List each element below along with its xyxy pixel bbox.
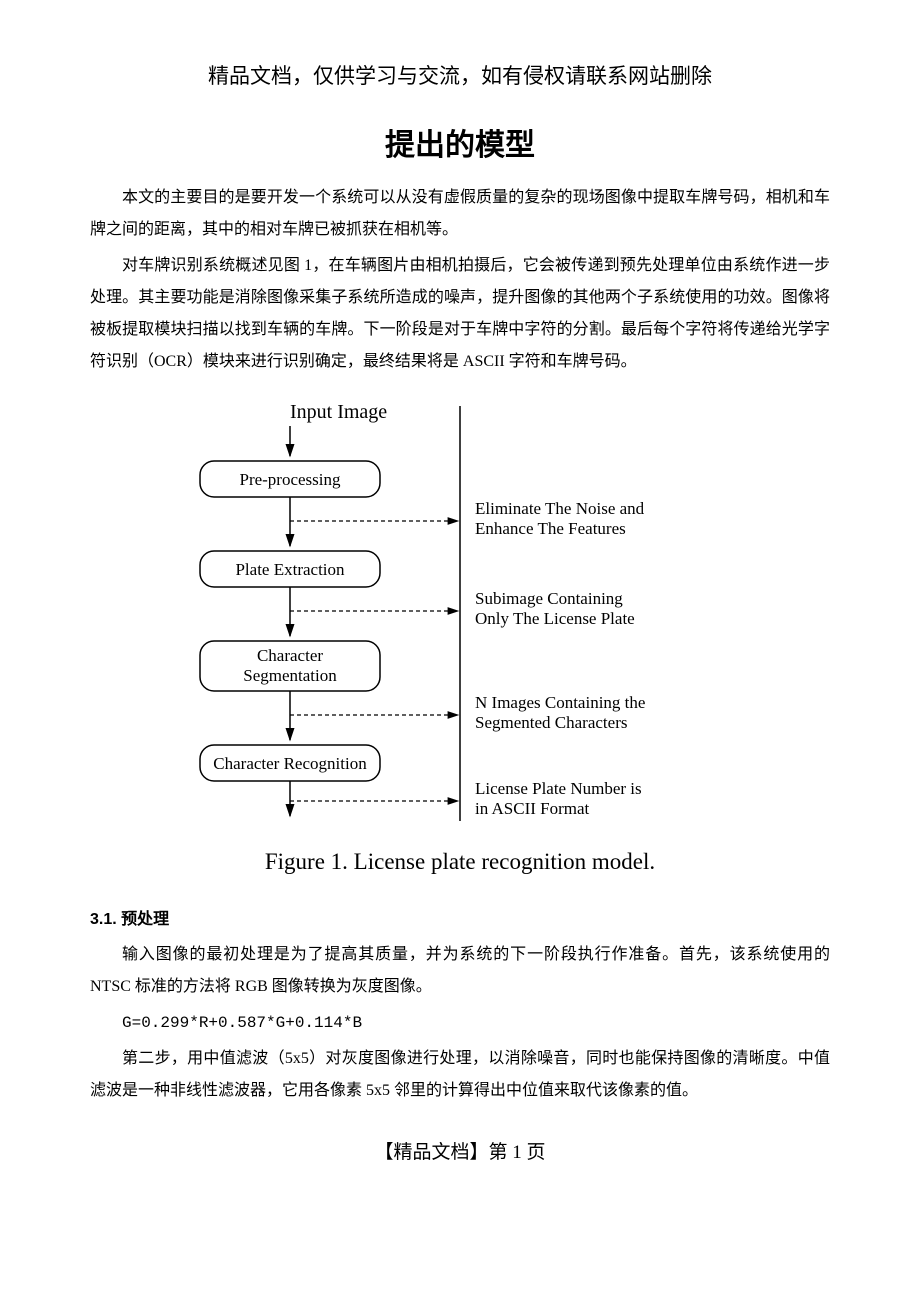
out-3-line1: N Images Containing the bbox=[475, 693, 645, 712]
formula-ntsc: G=0.299*R+0.587*G+0.114*B bbox=[90, 1007, 830, 1039]
box-3-label-l1: Character bbox=[257, 646, 323, 665]
out-4-line2: in ASCII Format bbox=[475, 799, 590, 818]
out-3-line2: Segmented Characters bbox=[475, 713, 627, 732]
out-2-line1: Subimage Containing bbox=[475, 589, 623, 608]
out-4-line1: License Plate Number is bbox=[475, 779, 642, 798]
box-3-label-l2: Segmentation bbox=[243, 666, 337, 685]
section-3-1-p2: 第二步，用中值滤波（5x5）对灰度图像进行处理，以消除噪音，同时也能保持图像的清… bbox=[90, 1043, 830, 1107]
figure-1: Input Image Pre-processing Eliminate The… bbox=[90, 396, 830, 831]
box-4-label: Character Recognition bbox=[213, 754, 367, 773]
paragraph-1: 本文的主要目的是要开发一个系统可以从没有虚假质量的复杂的现场图像中提取车牌号码，… bbox=[90, 182, 830, 246]
section-3-1-p1: 输入图像的最初处理是为了提高其质量，并为系统的下一阶段执行作准备。首先，该系统使… bbox=[90, 939, 830, 1003]
out-1-line1: Eliminate The Noise and bbox=[475, 499, 645, 518]
box-2-label: Plate Extraction bbox=[235, 560, 345, 579]
out-1-line2: Enhance The Features bbox=[475, 519, 626, 538]
figure-caption: Figure 1. License plate recognition mode… bbox=[90, 849, 830, 875]
header-note: 精品文档，仅供学习与交流，如有侵权请联系网站删除 bbox=[90, 60, 830, 90]
input-label: Input Image bbox=[290, 401, 387, 423]
paragraph-2: 对车牌识别系统概述见图 1，在车辆图片由相机拍摄后，它会被传递到预先处理单位由系… bbox=[90, 250, 830, 378]
out-2-line2: Only The License Plate bbox=[475, 609, 635, 628]
flowchart-svg: Input Image Pre-processing Eliminate The… bbox=[160, 396, 760, 826]
page-footer: 【精品文档】第 1 页 bbox=[90, 1137, 830, 1164]
main-title: 提出的模型 bbox=[90, 120, 830, 164]
section-3-1-heading: 3.1. 预处理 bbox=[90, 905, 830, 929]
box-1-label: Pre-processing bbox=[239, 470, 341, 489]
